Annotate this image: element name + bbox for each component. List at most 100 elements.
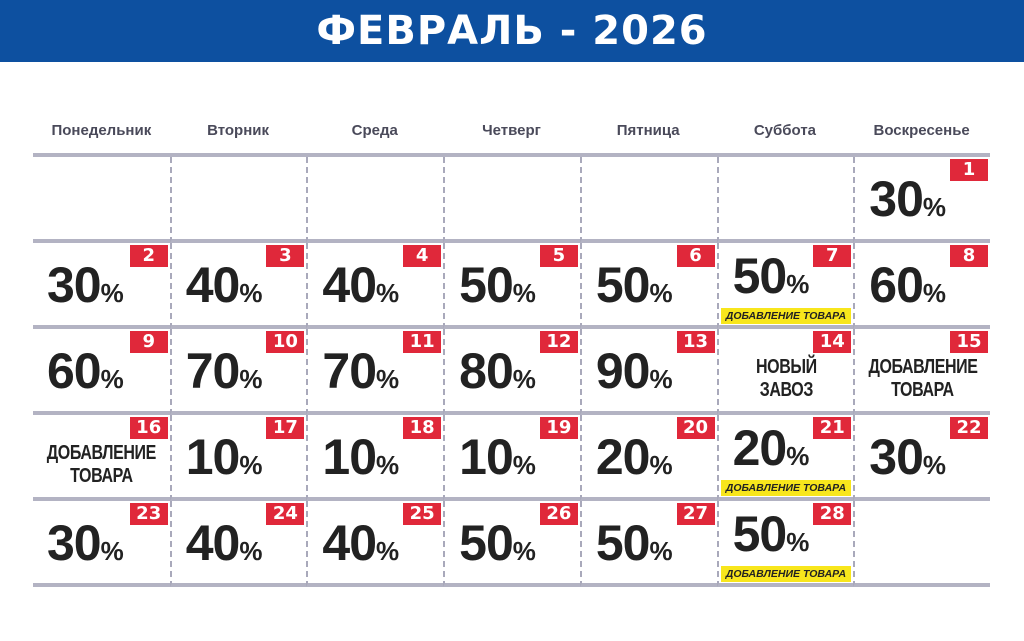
- event-text: НОВЫЙ ЗАВОЗ: [732, 356, 840, 402]
- discount-number: 10: [322, 429, 377, 485]
- discount-value: 70%: [186, 343, 263, 407]
- event-text-line: ДОБАВЛЕНИЕ: [46, 442, 156, 464]
- day-cell: 2 30%: [33, 243, 170, 329]
- calendar-grid: 1 30% 2 30% 3 40% 4 40% 5 50% 6 50% 7 50% ДОБАВЛЕНИЕ Т…: [33, 153, 990, 587]
- percent-sign: %: [239, 364, 263, 394]
- discount-value: 10%: [459, 429, 536, 493]
- percent-sign: %: [239, 450, 263, 480]
- percent-sign: %: [239, 536, 263, 566]
- event-text-line: ТОВАРА: [891, 379, 954, 401]
- event-text-line: ТОВАРА: [70, 465, 133, 487]
- percent-sign: %: [786, 527, 810, 557]
- empty-cell: [853, 501, 990, 587]
- day-cell: 1 30%: [853, 157, 990, 243]
- discount-value: 20%: [596, 429, 673, 493]
- percent-sign: %: [376, 450, 400, 480]
- discount-value: 50%: [596, 515, 673, 579]
- percent-sign: %: [376, 278, 400, 308]
- discount-number: 30: [47, 257, 102, 313]
- discount-number: 60: [869, 257, 924, 313]
- percent-sign: %: [100, 536, 124, 566]
- percent-sign: %: [649, 536, 673, 566]
- discount-value: 50%: [733, 248, 810, 312]
- day-cell: 28 50% ДОБАВЛЕНИЕ ТОВАРА: [716, 501, 854, 587]
- discount-number: 30: [47, 515, 102, 571]
- restock-tag: ДОБАВЛЕНИЕ ТОВАРА: [720, 566, 852, 582]
- percent-sign: %: [786, 269, 810, 299]
- day-cell: 24 40%: [169, 501, 307, 587]
- discount-number: 30: [869, 429, 924, 485]
- day-number-badge: 8: [949, 245, 988, 267]
- discount-value: 30%: [869, 429, 946, 493]
- percent-sign: %: [649, 364, 673, 394]
- discount-value: 60%: [47, 343, 124, 407]
- restock-tag: ДОБАВЛЕНИЕ ТОВАРА: [720, 480, 852, 496]
- day-number-badge: 10: [266, 331, 305, 353]
- percent-sign: %: [922, 450, 947, 480]
- discount-value: 40%: [186, 257, 263, 321]
- day-number-badge: 9: [129, 331, 168, 353]
- percent-sign: %: [512, 536, 536, 566]
- weekday-row: Понедельник Вторник Среда Четверг Пятница Суб…: [33, 122, 990, 139]
- percent-sign: %: [649, 450, 673, 480]
- discount-number: 30: [869, 171, 924, 227]
- day-cell: 16 ДОБАВЛЕНИЕ ТОВАРА: [33, 415, 170, 501]
- weekday-label: Суббота: [753, 122, 817, 139]
- day-number-badge: 2: [129, 245, 168, 267]
- percent-sign: %: [512, 364, 536, 394]
- day-cell: 22 30%: [853, 415, 990, 501]
- discount-value: 40%: [186, 515, 263, 579]
- percent-sign: %: [239, 278, 263, 308]
- day-cell: 4 40%: [306, 243, 444, 329]
- weekday-label: Вторник: [207, 122, 270, 139]
- discount-number: 10: [459, 429, 514, 485]
- day-cell: 3 40%: [169, 243, 307, 329]
- day-number-badge: 21: [813, 417, 852, 439]
- day-number-badge: 23: [129, 503, 168, 525]
- day-cell: 21 20% ДОБАВЛЕНИЕ ТОВАРА: [716, 415, 854, 501]
- day-number-badge: 22: [949, 417, 988, 439]
- percent-sign: %: [376, 536, 400, 566]
- day-number-badge: 20: [676, 417, 715, 439]
- discount-value: 50%: [733, 506, 810, 570]
- day-cell: 19 10%: [443, 415, 580, 501]
- day-cell: 23 30%: [33, 501, 170, 587]
- percent-sign: %: [376, 364, 400, 394]
- discount-value: 30%: [47, 257, 124, 321]
- discount-number: 40: [185, 515, 241, 571]
- discount-value: 30%: [869, 171, 946, 235]
- day-cell: 27 50%: [579, 501, 717, 587]
- day-number-badge: 25: [403, 503, 442, 525]
- discount-number: 40: [322, 515, 377, 571]
- day-cell: 18 10%: [306, 415, 444, 501]
- discount-number: 20: [595, 429, 651, 485]
- day-number-badge: 27: [676, 503, 715, 525]
- discount-value: 30%: [47, 515, 124, 579]
- discount-number: 50: [459, 515, 514, 571]
- event-text-line: ДОБАВЛЕНИЕ: [868, 356, 978, 378]
- day-cell: 25 40%: [306, 501, 444, 587]
- discount-value: 50%: [459, 515, 536, 579]
- discount-number: 50: [732, 506, 788, 562]
- day-cell: 9 60%: [33, 329, 170, 415]
- discount-value: 10%: [186, 429, 263, 493]
- discount-number: 50: [459, 257, 514, 313]
- discount-value: 20%: [733, 420, 810, 484]
- day-number-badge: 5: [539, 245, 578, 267]
- day-cell: 12 80%: [443, 329, 580, 415]
- discount-number: 50: [595, 515, 651, 571]
- day-number-badge: 19: [539, 417, 578, 439]
- day-cell: 8 60%: [853, 243, 990, 329]
- day-cell: 13 90%: [579, 329, 717, 415]
- empty-cell: [443, 157, 580, 243]
- percent-sign: %: [512, 278, 536, 308]
- discount-number: 50: [595, 257, 651, 313]
- day-cell: 7 50% ДОБАВЛЕНИЕ ТОВАРА: [716, 243, 854, 329]
- day-cell: 15 ДОБАВЛЕНИЕ ТОВАРА: [853, 329, 990, 415]
- day-number-badge: 18: [403, 417, 442, 439]
- discount-number: 80: [459, 343, 514, 399]
- day-number-badge: 12: [539, 331, 578, 353]
- day-number-badge: 7: [813, 245, 852, 267]
- discount-value: 40%: [322, 515, 399, 579]
- weekday-label: Среда: [351, 122, 398, 139]
